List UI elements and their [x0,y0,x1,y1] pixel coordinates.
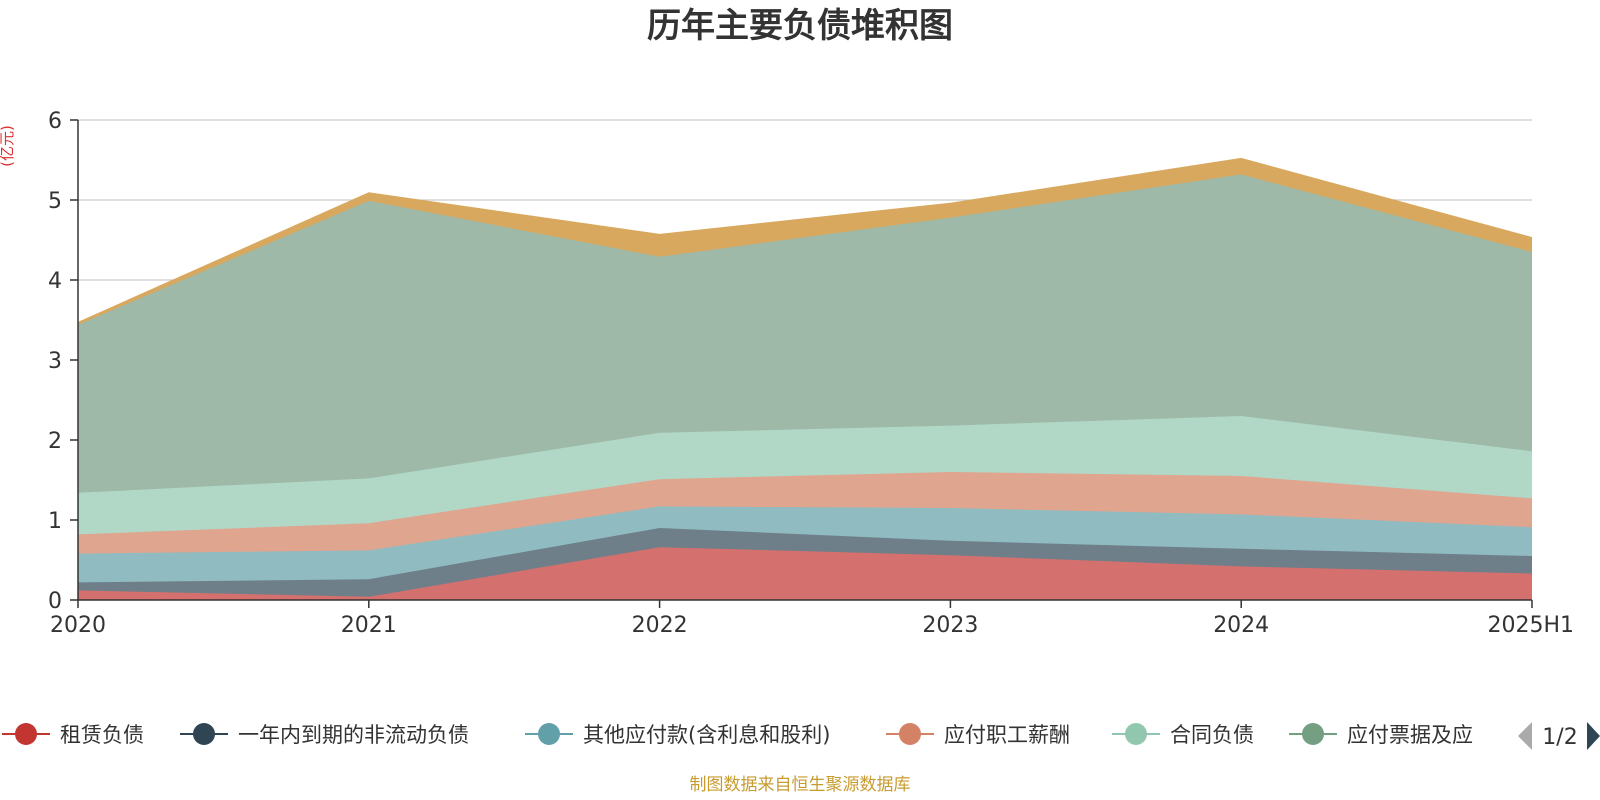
y-tick-label: 5 [48,189,62,214]
footer-source: 制图数据来自恒生聚源数据库 [690,775,911,795]
x-tick-label: 2022 [632,613,688,638]
y-tick-label: 2 [48,429,62,454]
legend-item-1[interactable]: 一年内到期的非流动负债 [180,723,469,747]
legend-marker [15,723,37,745]
y-tick-label: 1 [48,509,62,534]
legend-label: 一年内到期的非流动负债 [238,723,469,747]
legend-label: 租赁负债 [60,723,144,747]
area-series-0 [78,547,1532,600]
legend-item-5[interactable]: 应付票据及应 [1289,723,1473,747]
legend-marker [193,723,215,745]
area-series-1 [78,528,1532,597]
y-tick-label: 6 [48,109,62,134]
legend-page-indicator: 1/2 [1542,725,1577,750]
y-tick-label: 3 [48,349,62,374]
legend-item-4[interactable]: 合同负债 [1112,723,1254,747]
area-series-5 [78,174,1532,493]
x-tick-label: 2025H1 [1487,613,1574,638]
legend-marker [1302,723,1324,745]
chart-title: 历年主要负债堆积图 [647,6,953,46]
legend-label: 合同负债 [1170,723,1254,747]
legend-marker [899,723,921,745]
x-tick-label: 2023 [922,613,978,638]
legend-label: 应付票据及应 [1347,723,1473,747]
stacked-areas [77,157,1533,600]
y-tick-label: 4 [48,269,62,294]
legend-item-2[interactable]: 其他应付款(含利息和股利) [525,723,830,747]
y-axis-unit: (亿元) [0,125,16,167]
legend-marker [1125,723,1147,745]
legend-label: 应付职工薪酬 [944,723,1070,747]
area-series-2 [78,506,1532,583]
legend-item-3[interactable]: 应付职工薪酬 [886,723,1070,747]
legend-marker [538,723,560,745]
legend-next-icon[interactable] [1587,722,1600,750]
legend-prev-icon[interactable] [1518,722,1532,750]
area-series-3 [78,472,1532,554]
legend-label: 其他应付款(含利息和股利) [583,723,830,747]
x-tick-label: 2021 [341,613,397,638]
legend-pager[interactable]: 1/2 [1518,722,1600,750]
axes: 0 1 2 3 4 5 6 2020 2021 2022 2023 2024 2025H1 [48,109,1574,638]
x-tick-label: 2024 [1213,613,1269,638]
legend[interactable]: 租赁负债 一年内到期的非流动负债 其他应付款(含利息和股利) 应付职工薪酬 合同负债 应付… [2,723,1473,747]
area-series-4 [78,416,1532,535]
area-series-line-6 [77,157,1533,323]
x-tick-label: 2020 [50,613,106,638]
y-tick-label: 0 [48,589,62,614]
legend-item-0[interactable]: 租赁负债 [2,723,144,747]
